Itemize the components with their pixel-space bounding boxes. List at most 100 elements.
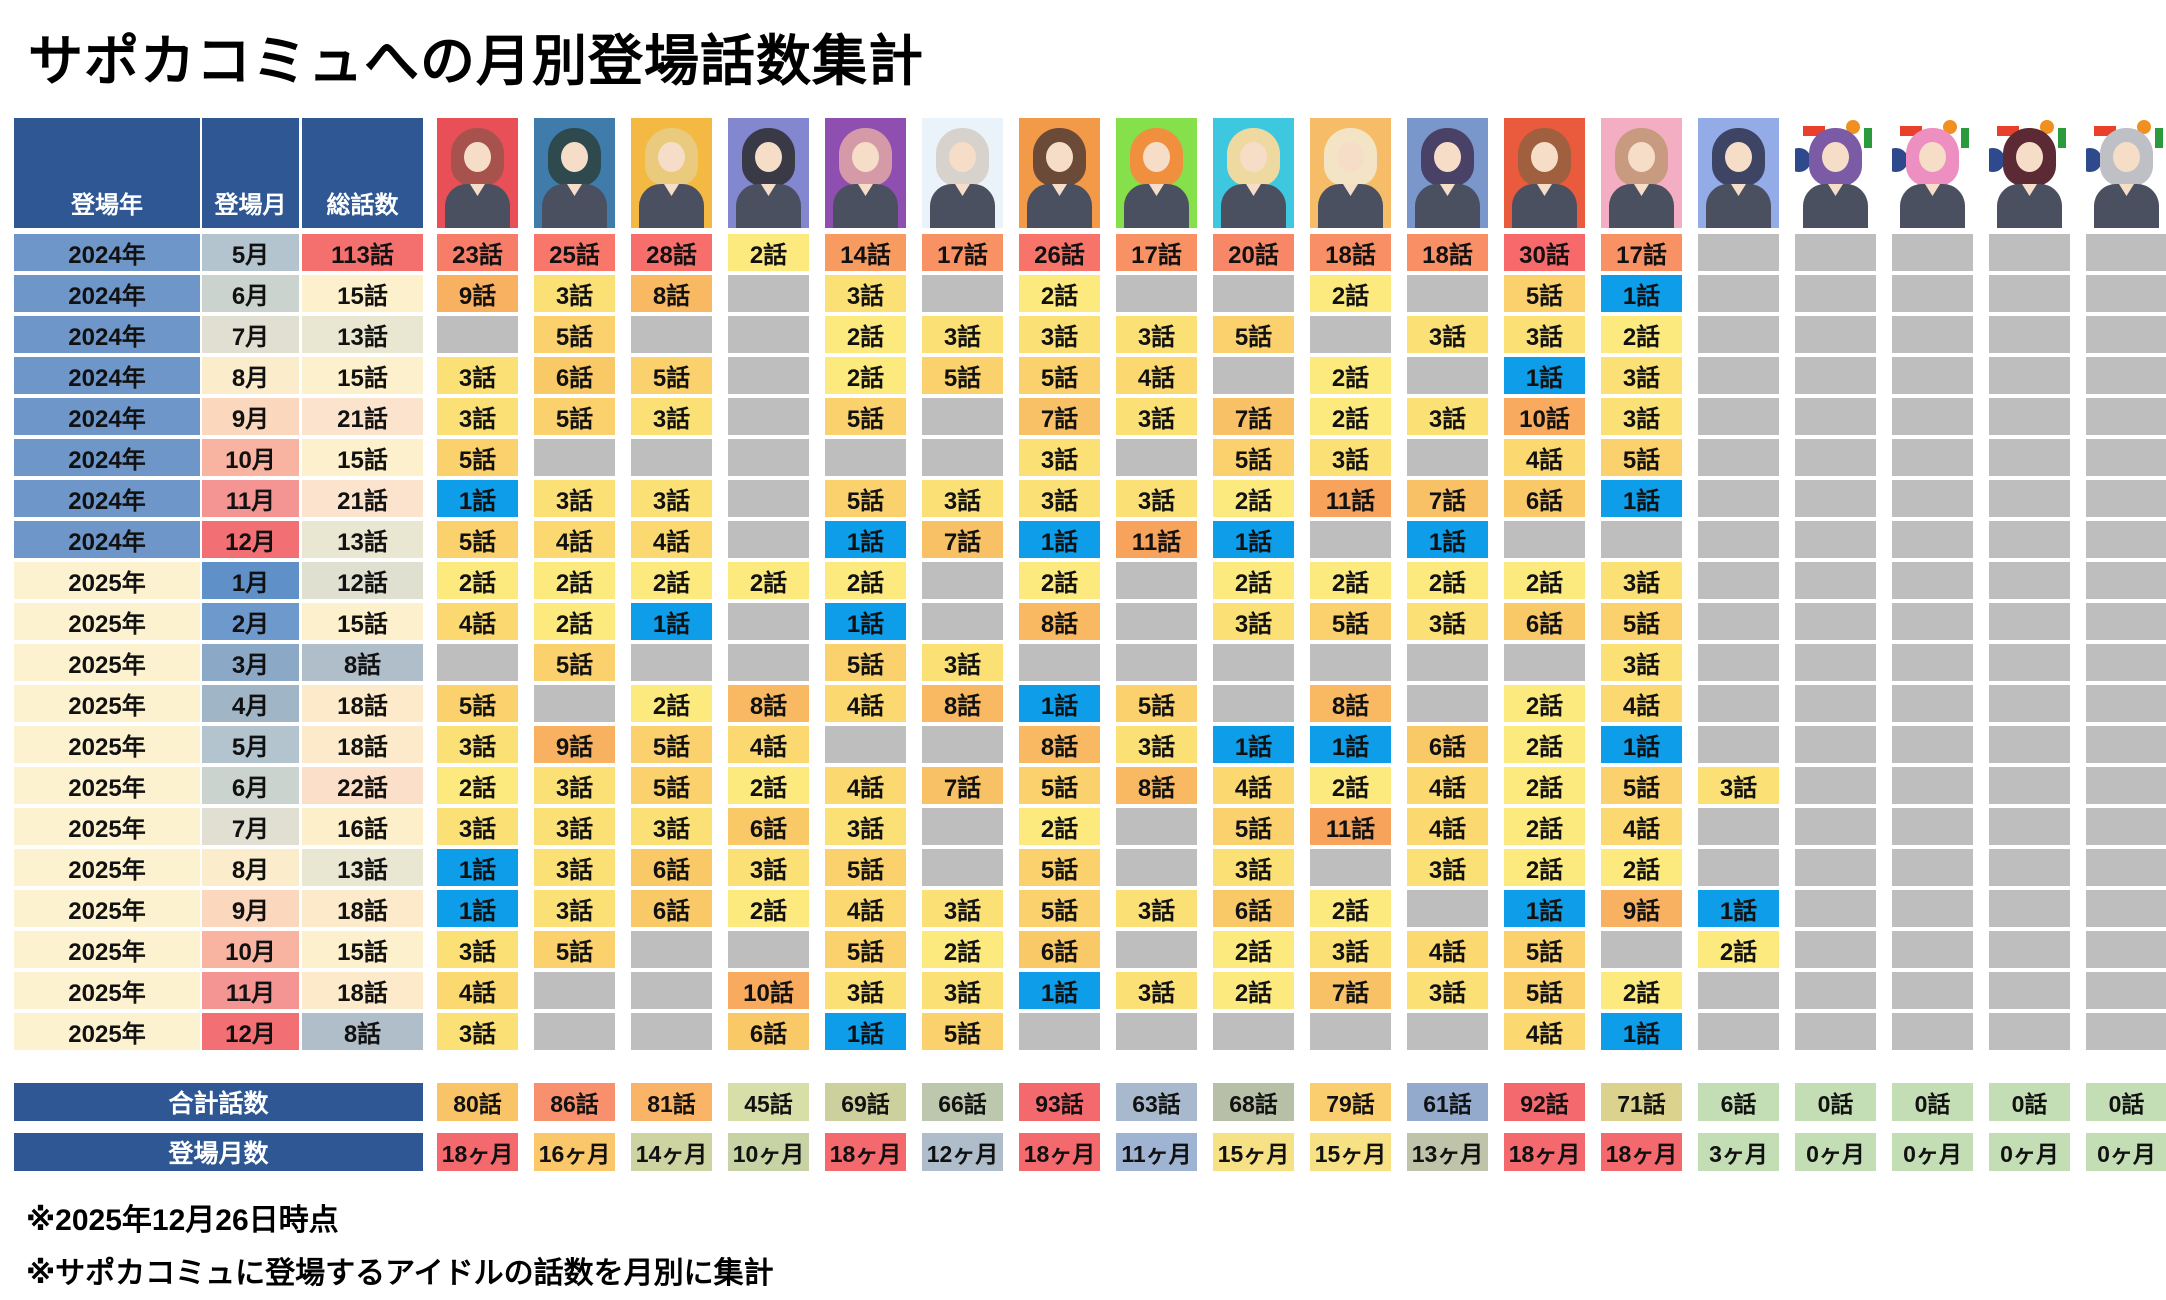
total-cell: 18話: [302, 890, 423, 927]
empty-cell: [1116, 439, 1197, 476]
value-cell: 2話: [1504, 562, 1585, 599]
empty-cell: [1698, 1013, 1779, 1050]
value-cell: 3話: [1407, 316, 1488, 353]
year-cell: 2024年: [14, 357, 200, 394]
value-cell: 8話: [922, 685, 1003, 722]
sum-cell: 63話: [1116, 1083, 1197, 1121]
empty-cell: [1795, 480, 1876, 517]
empty-cell: [728, 603, 809, 640]
empty-cell: [1698, 603, 1779, 640]
value-cell: 4話: [437, 972, 518, 1009]
empty-cell: [1989, 726, 2070, 763]
value-cell: 3話: [437, 931, 518, 968]
value-cell: 3話: [1407, 972, 1488, 1009]
empty-cell: [1989, 275, 2070, 312]
value-cell: 9話: [1601, 890, 1682, 927]
empty-cell: [1795, 316, 1876, 353]
empty-cell: [1892, 398, 1973, 435]
avatar-deco-shape: [2058, 128, 2066, 148]
value-cell: 5話: [825, 931, 906, 968]
character-avatar: [1601, 118, 1682, 228]
value-cell: 2話: [534, 603, 615, 640]
value-cell: 1話: [1019, 972, 1100, 1009]
empty-cell: [1310, 316, 1391, 353]
empty-cell: [1892, 562, 1973, 599]
empty-cell: [2086, 603, 2166, 640]
total-cell: 21話: [302, 398, 423, 435]
value-cell: 3話: [534, 275, 615, 312]
total-cell: 13話: [302, 521, 423, 558]
value-cell: 4話: [437, 603, 518, 640]
value-cell: 3話: [631, 808, 712, 845]
total-cell: 13話: [302, 316, 423, 353]
avatar-face: [1628, 142, 1655, 172]
footnotes: ※2025年12月26日時点 ※サポカコミュに登場するアイドルの話数を月別に集計: [26, 1195, 2166, 1300]
footnote-description: ※サポカコミュに登場するアイドルの話数を月別に集計: [26, 1248, 2166, 1300]
character-avatar: [922, 118, 1003, 228]
value-cell: 17話: [922, 234, 1003, 271]
months-count-cell: 3ヶ月: [1698, 1133, 1779, 1171]
year-cell: 2025年: [14, 603, 200, 640]
empty-cell: [1989, 521, 2070, 558]
empty-cell: [1698, 808, 1779, 845]
character-avatar: [1116, 118, 1197, 228]
value-cell: 2話: [437, 562, 518, 599]
value-cell: 2話: [1601, 972, 1682, 1009]
value-cell: 3話: [728, 849, 809, 886]
value-cell: 6話: [631, 849, 712, 886]
character-avatar: [825, 118, 906, 228]
value-cell: 3話: [1116, 726, 1197, 763]
value-cell: 18話: [1310, 234, 1391, 271]
empty-cell: [1116, 849, 1197, 886]
value-cell: 3話: [1116, 398, 1197, 435]
months-count-cell: 18ヶ月: [1601, 1133, 1682, 1171]
empty-cell: [825, 439, 906, 476]
month-cell: 8月: [202, 849, 299, 886]
value-cell: 5話: [922, 1013, 1003, 1050]
value-cell: 7話: [922, 521, 1003, 558]
value-cell: 2話: [825, 562, 906, 599]
value-cell: 1話: [1504, 890, 1585, 927]
year-cell: 2024年: [14, 439, 200, 476]
year-cell: 2025年: [14, 767, 200, 804]
empty-cell: [1795, 275, 1876, 312]
value-cell: 1話: [1310, 726, 1391, 763]
empty-cell: [1892, 890, 1973, 927]
year-cell: 2024年: [14, 480, 200, 517]
month-cell: 9月: [202, 398, 299, 435]
value-cell: 4話: [825, 767, 906, 804]
value-cell: 2話: [728, 767, 809, 804]
value-cell: 4話: [1407, 931, 1488, 968]
year-cell: 2024年: [14, 234, 200, 271]
value-cell: 3話: [1213, 603, 1294, 640]
character-avatar: [437, 118, 518, 228]
empty-cell: [728, 275, 809, 312]
value-cell: 2話: [922, 931, 1003, 968]
total-cell: 16話: [302, 808, 423, 845]
value-cell: 2話: [1310, 398, 1391, 435]
empty-cell: [1116, 275, 1197, 312]
value-cell: 2話: [631, 562, 712, 599]
value-cell: 23話: [437, 234, 518, 271]
value-cell: 2話: [1504, 726, 1585, 763]
empty-cell: [2086, 234, 2166, 271]
value-cell: 17話: [1116, 234, 1197, 271]
avatar-face: [658, 142, 685, 172]
value-cell: 5話: [922, 357, 1003, 394]
value-cell: 3話: [534, 849, 615, 886]
empty-cell: [1795, 439, 1876, 476]
total-cell: 21話: [302, 480, 423, 517]
value-cell: 5話: [1019, 849, 1100, 886]
empty-cell: [1892, 685, 1973, 722]
months-count-cell: 18ヶ月: [1504, 1133, 1585, 1171]
empty-cell: [631, 1013, 712, 1050]
character-avatar: [1310, 118, 1391, 228]
